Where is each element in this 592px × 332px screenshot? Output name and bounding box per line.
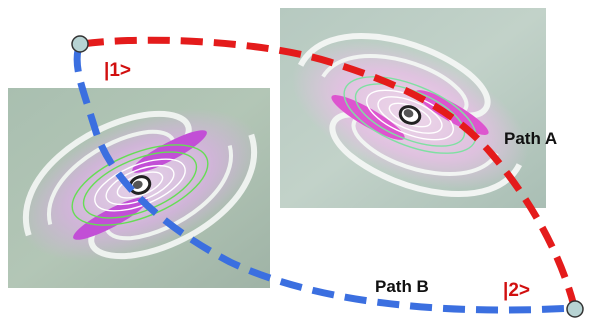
path-b-label: Path B bbox=[375, 277, 429, 296]
start-node bbox=[71, 35, 89, 53]
path-b-curve bbox=[73, 49, 575, 314]
path-a-label: Path A bbox=[504, 129, 558, 148]
end-node bbox=[566, 300, 584, 318]
state-2-label: |2> bbox=[503, 280, 530, 301]
path-a-curve bbox=[81, 36, 578, 307]
panel-right-vortex bbox=[280, 8, 546, 208]
panel-left-vortex bbox=[8, 88, 270, 288]
state-1-label: |1> bbox=[104, 60, 131, 81]
